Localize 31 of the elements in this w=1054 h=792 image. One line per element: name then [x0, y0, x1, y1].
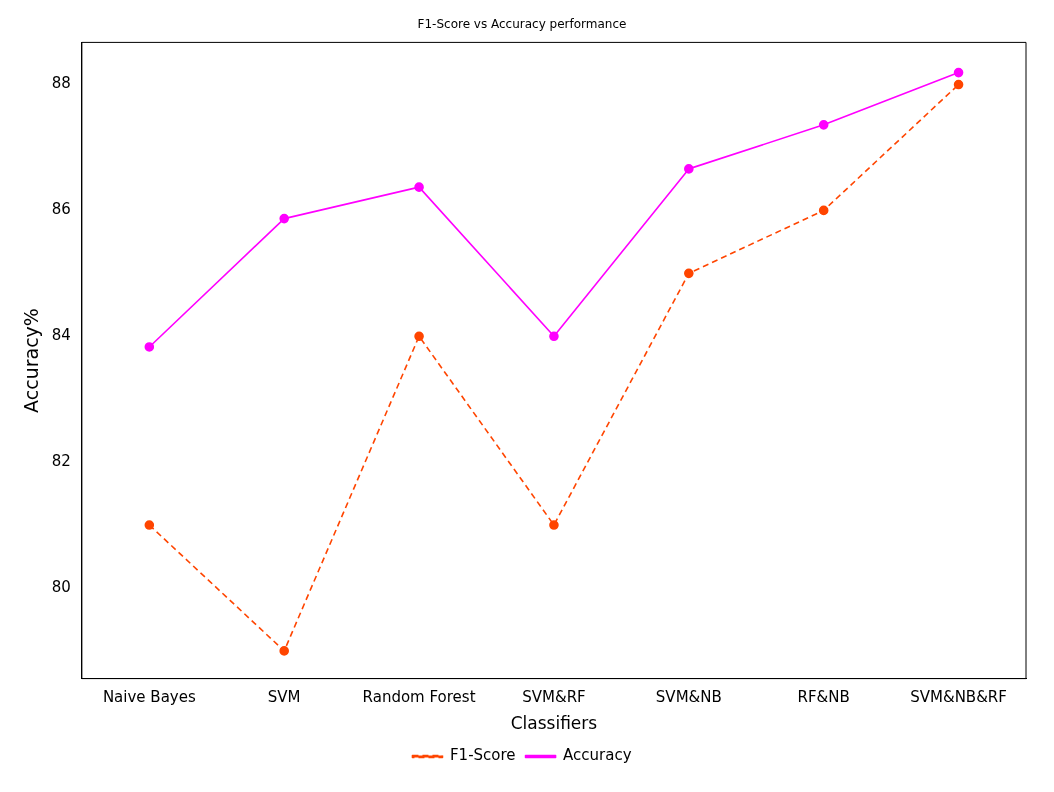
x-tick-label: SVM&NB&RF [910, 688, 1007, 707]
point [953, 79, 964, 90]
point [279, 213, 289, 224]
legend-label: F1-Score [449, 746, 516, 765]
point [549, 520, 559, 530]
x-tick-label: Random Forest [362, 688, 476, 707]
y-tick-label: 80 [51, 577, 71, 596]
point [414, 331, 424, 342]
x-tick-label: RF&NB [797, 688, 850, 707]
point [684, 268, 694, 279]
point [144, 520, 155, 530]
legend-label: Accuracy [563, 746, 632, 765]
x-tick-label: SVM&NB [655, 688, 722, 707]
point [144, 342, 155, 352]
x-axis-title: Classifiers [510, 713, 598, 734]
point [414, 182, 424, 192]
point [549, 331, 559, 342]
y-tick-label: 82 [51, 452, 71, 471]
y-axis-title: Accuracy% [20, 308, 43, 413]
y-tick-label: 88 [51, 74, 71, 93]
x-tick-label: SVM [267, 688, 301, 707]
y-tick-label: 84 [51, 326, 71, 345]
point [818, 205, 829, 216]
x-tick-label: Naive Bayes [102, 688, 196, 707]
x-tick-label: SVM&RF [522, 688, 586, 707]
point [953, 67, 964, 78]
point [818, 120, 829, 130]
chart-title: F1-Score vs Accuracy performance [417, 17, 627, 32]
y-tick-label: 86 [51, 200, 71, 219]
point [279, 646, 289, 656]
point [684, 164, 694, 174]
